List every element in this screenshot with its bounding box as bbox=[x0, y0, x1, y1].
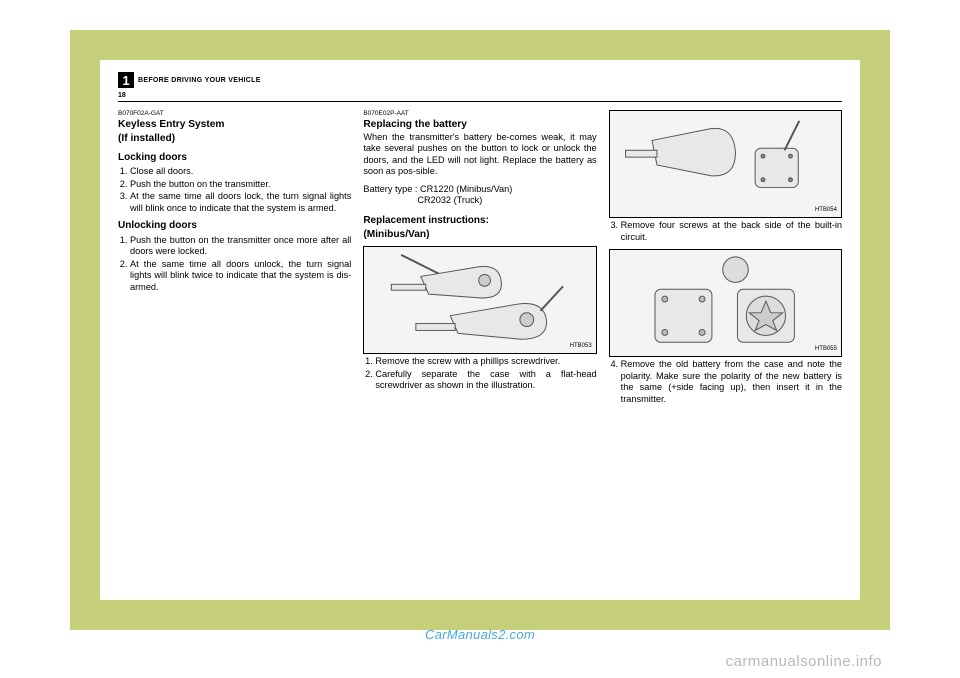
step-3-list: Remove four screws at the back side of t… bbox=[609, 220, 842, 243]
replacement-steps: Remove the screw with a phillips screwdr… bbox=[363, 356, 596, 392]
figure-htb055: HTB055 bbox=[609, 249, 842, 357]
list-item: Carefully separate the case with a flat-… bbox=[375, 369, 596, 392]
list-item: At the same time all doors unlock, the t… bbox=[130, 259, 351, 294]
figure-htb054: HTB054 bbox=[609, 110, 842, 218]
list-item: Push the button on the transmitter once … bbox=[130, 235, 351, 258]
unlocking-doors-title: Unlocking doors bbox=[118, 220, 351, 233]
column-3: HTB054 Remove four screws at the back si… bbox=[609, 110, 842, 411]
figure-label: HTB053 bbox=[570, 343, 592, 351]
chapter-number-badge: 1 bbox=[118, 72, 134, 88]
key-illustration-icon bbox=[364, 247, 595, 353]
unlocking-steps: Push the button on the transmitter once … bbox=[118, 235, 351, 294]
figure-label: HTB054 bbox=[815, 207, 837, 215]
list-item: At the same time all doors lock, the tur… bbox=[130, 191, 351, 214]
header-rule bbox=[118, 101, 842, 102]
doc-code: B070E02P-AAT bbox=[363, 110, 596, 118]
list-item: Remove the screw with a phillips screwdr… bbox=[375, 356, 596, 368]
chapter-header: 1 BEFORE DRIVING YOUR VEHICLE bbox=[100, 60, 860, 92]
locking-doors-title: Locking doors bbox=[118, 152, 351, 165]
step-4-list: Remove the old battery from the case and… bbox=[609, 359, 842, 405]
battery-type-1: CR1220 (Minibus/Van) bbox=[420, 184, 512, 194]
list-item: Remove the old battery from the case and… bbox=[621, 359, 842, 405]
keyless-subheading: (If installed) bbox=[118, 133, 351, 146]
figure-htb053: HTB053 bbox=[363, 246, 596, 354]
battery-body: When the transmitter's battery be-comes … bbox=[363, 132, 596, 178]
battery-type-row: Battery type : CR1220 (Minibus/Van) bbox=[363, 184, 596, 196]
column-2: B070E02P-AAT Replacing the battery When … bbox=[363, 110, 596, 411]
battery-type-label: Battery type : bbox=[363, 184, 417, 194]
replacement-instructions-title: Replacement instructions: bbox=[363, 215, 596, 228]
key-disassembly-icon bbox=[610, 111, 841, 217]
keyless-heading: Keyless Entry System bbox=[118, 119, 351, 132]
watermark-carmanuals2: CarManuals2.com bbox=[425, 627, 535, 642]
manual-page: 1 BEFORE DRIVING YOUR VEHICLE 18 B070F02… bbox=[100, 60, 860, 600]
watermark-carmanualsonline: carmanualsonline.info bbox=[726, 653, 882, 670]
page-number: 18 bbox=[100, 92, 860, 101]
locking-steps: Close all doors. Push the button on the … bbox=[118, 166, 351, 214]
figure-label: HTB055 bbox=[815, 346, 837, 354]
replacing-battery-heading: Replacing the battery bbox=[363, 119, 596, 132]
column-1: B070F02A-GAT Keyless Entry System (If in… bbox=[118, 110, 351, 411]
content-columns: B070F02A-GAT Keyless Entry System (If in… bbox=[100, 110, 860, 411]
doc-code: B070F02A-GAT bbox=[118, 110, 351, 118]
list-item: Close all doors. bbox=[130, 166, 351, 178]
battery-circuit-icon bbox=[610, 250, 841, 356]
replacement-instructions-sub: (Minibus/Van) bbox=[363, 229, 596, 242]
list-item: Remove four screws at the back side of t… bbox=[621, 220, 842, 243]
chapter-title: BEFORE DRIVING YOUR VEHICLE bbox=[138, 77, 261, 84]
battery-type-2: CR2032 (Truck) bbox=[363, 195, 596, 207]
list-item: Push the button on the transmitter. bbox=[130, 179, 351, 191]
